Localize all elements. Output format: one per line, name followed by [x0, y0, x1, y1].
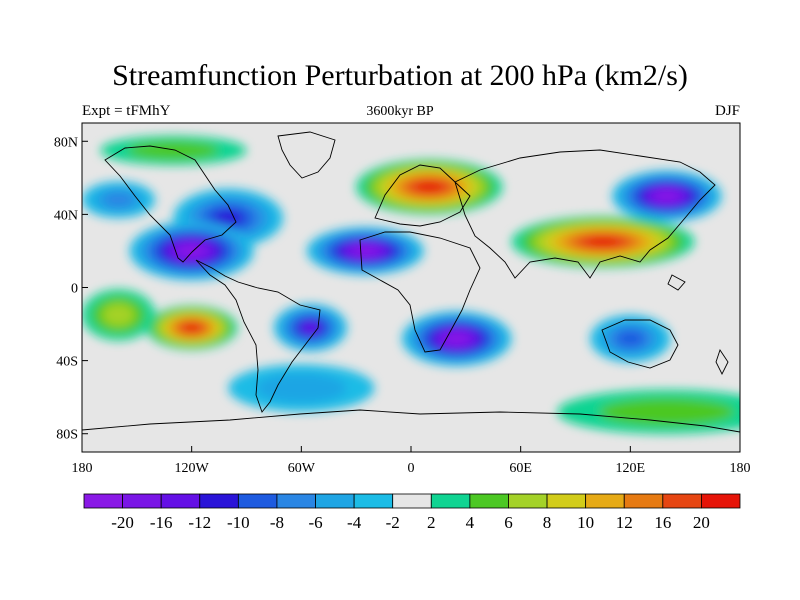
- south-america-low-level: [301, 321, 320, 334]
- colorbar-swatch: [315, 493, 355, 509]
- colorbar-label: 20: [693, 513, 710, 532]
- colorbar-swatch: [623, 493, 664, 509]
- colorbar-swatch: [276, 493, 316, 509]
- experiment-label: Expt = tFMhY: [82, 103, 171, 119]
- n-pacific-low: [82, 181, 156, 219]
- colorbar-swatch: [430, 493, 471, 509]
- lon-tick-label: 60W: [288, 461, 316, 476]
- colorbar-swatch: [546, 493, 587, 509]
- colorbar: -20 -16 -12 -10 -8 -6 -4 -2 2 4 6 8 10 12 16 20: [83, 493, 741, 532]
- west-pacific-high: [82, 289, 156, 341]
- colorbar-swatch: [83, 493, 123, 509]
- south-pacific-high-level: [183, 323, 201, 332]
- southern-ocean-low: [228, 364, 375, 412]
- colorbar-swatch: [237, 493, 278, 509]
- south-america-low: [273, 303, 348, 352]
- colorbar-label: 2: [427, 513, 436, 532]
- plot-area: 80N 40N 0 40S 80S 180 120W 60W 0 60E 120E 180: [54, 122, 751, 476]
- indo-aust-low-level: [616, 330, 645, 347]
- lat-tick-label: 80S: [56, 428, 78, 443]
- colorbar-label: -8: [270, 513, 284, 532]
- map-title: Streamfunction Perturbation at 200 hPa (…: [112, 59, 688, 92]
- coastlines: [82, 131, 740, 433]
- colorbar-swatch: [160, 493, 201, 509]
- time-label: 3600kyr BP: [366, 104, 434, 119]
- nw-pacific-low: [612, 170, 722, 222]
- n-pacific-low-level: [102, 191, 135, 208]
- colorbar-swatch: [585, 493, 625, 509]
- colorbar-label: 16: [654, 513, 671, 532]
- colorbar-swatch: [469, 493, 509, 509]
- colorbar-swatch: [122, 493, 162, 509]
- colorbar-swatch: [662, 493, 702, 509]
- lat-tick-label: 40N: [54, 208, 78, 223]
- season-label: DJF: [714, 103, 740, 119]
- colorbar-label: -2: [386, 513, 400, 532]
- lon-tick-label: 180: [72, 461, 93, 476]
- europe-high-level: [415, 181, 443, 193]
- n-america-low-east-level: [212, 209, 244, 227]
- arctic-high-level: [128, 141, 219, 160]
- nw-pacific-low-level: [656, 191, 678, 201]
- colorbar-label: -4: [347, 513, 362, 532]
- colorbar-label: 6: [504, 513, 513, 532]
- colorbar-label: 4: [466, 513, 475, 532]
- colorbar-label: 8: [543, 513, 552, 532]
- atlantic-subtropic-low-level: [354, 246, 377, 256]
- colorbar-label: -10: [227, 513, 250, 532]
- lon-tick-label: 120W: [175, 461, 210, 476]
- colorbar-swatch: [392, 493, 432, 509]
- asia-high: [511, 216, 695, 268]
- atlantic-subtropic-low: [306, 227, 424, 275]
- colorbar-swatch: [353, 493, 394, 509]
- colorbar-label: -6: [308, 513, 322, 532]
- west-pacific-high-level: [102, 303, 135, 327]
- axis-ticks: 80N 40N 0 40S 80S 180 120W 60W 0 60E 120E 180: [54, 135, 751, 476]
- colorbar-label: 10: [577, 513, 594, 532]
- europe-high: [356, 159, 503, 215]
- south-africa-low-level: [446, 333, 467, 344]
- lat-tick-label: 40S: [56, 355, 78, 370]
- colorbar-swatch: [199, 493, 239, 509]
- lon-tick-label: 180: [730, 461, 751, 476]
- lon-tick-label: 0: [408, 461, 415, 476]
- colorbar-label: -20: [111, 513, 134, 532]
- antarctic-high: [557, 389, 740, 434]
- antarctic-high-level: [599, 398, 735, 426]
- colorbar-swatch: [508, 493, 548, 509]
- indo-aust-low: [590, 314, 671, 363]
- colorbar-label: 12: [616, 513, 633, 532]
- colorbar-label: -12: [188, 513, 211, 532]
- south-pacific-high: [145, 305, 238, 350]
- pacific-subtropic-low-level: [180, 245, 204, 257]
- southern-ocean-low-level: [256, 373, 347, 403]
- lon-tick-label: 60E: [509, 461, 532, 476]
- colorbar-label: -16: [150, 513, 173, 532]
- pacific-subtropic-low: [129, 221, 254, 281]
- arctic-high: [100, 135, 247, 166]
- contour-field: [82, 135, 740, 434]
- lat-tick-label: 80N: [54, 135, 78, 150]
- asia-high-level: [585, 237, 620, 247]
- lat-tick-label: 0: [71, 282, 78, 297]
- lon-tick-label: 120E: [616, 461, 646, 476]
- colorbar-swatch: [701, 493, 741, 509]
